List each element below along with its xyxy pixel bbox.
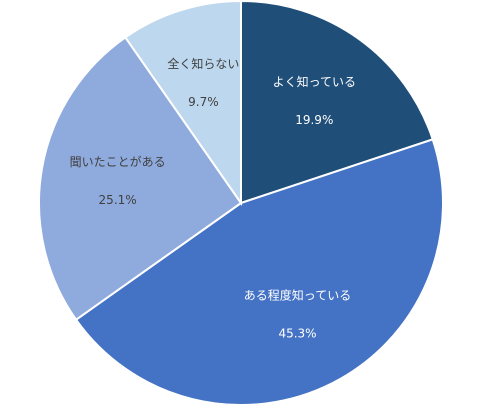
- slice-label: 全く知らない: [167, 56, 239, 71]
- pie-slice: [123, 0, 242, 207]
- pie-slice: [38, 35, 243, 322]
- slice-label: 聞いたことがある: [70, 154, 166, 169]
- pie-slice: [74, 138, 444, 406]
- slice-label: ある程度知っている: [244, 287, 351, 302]
- pie-slice: [240, 0, 434, 205]
- value-label: 19.9%: [295, 113, 333, 127]
- value-label: 9.7%: [188, 95, 219, 109]
- value-label: 25.1%: [99, 193, 137, 207]
- slice-label: よく知っている: [273, 75, 356, 89]
- value-label: 45.3%: [278, 326, 316, 340]
